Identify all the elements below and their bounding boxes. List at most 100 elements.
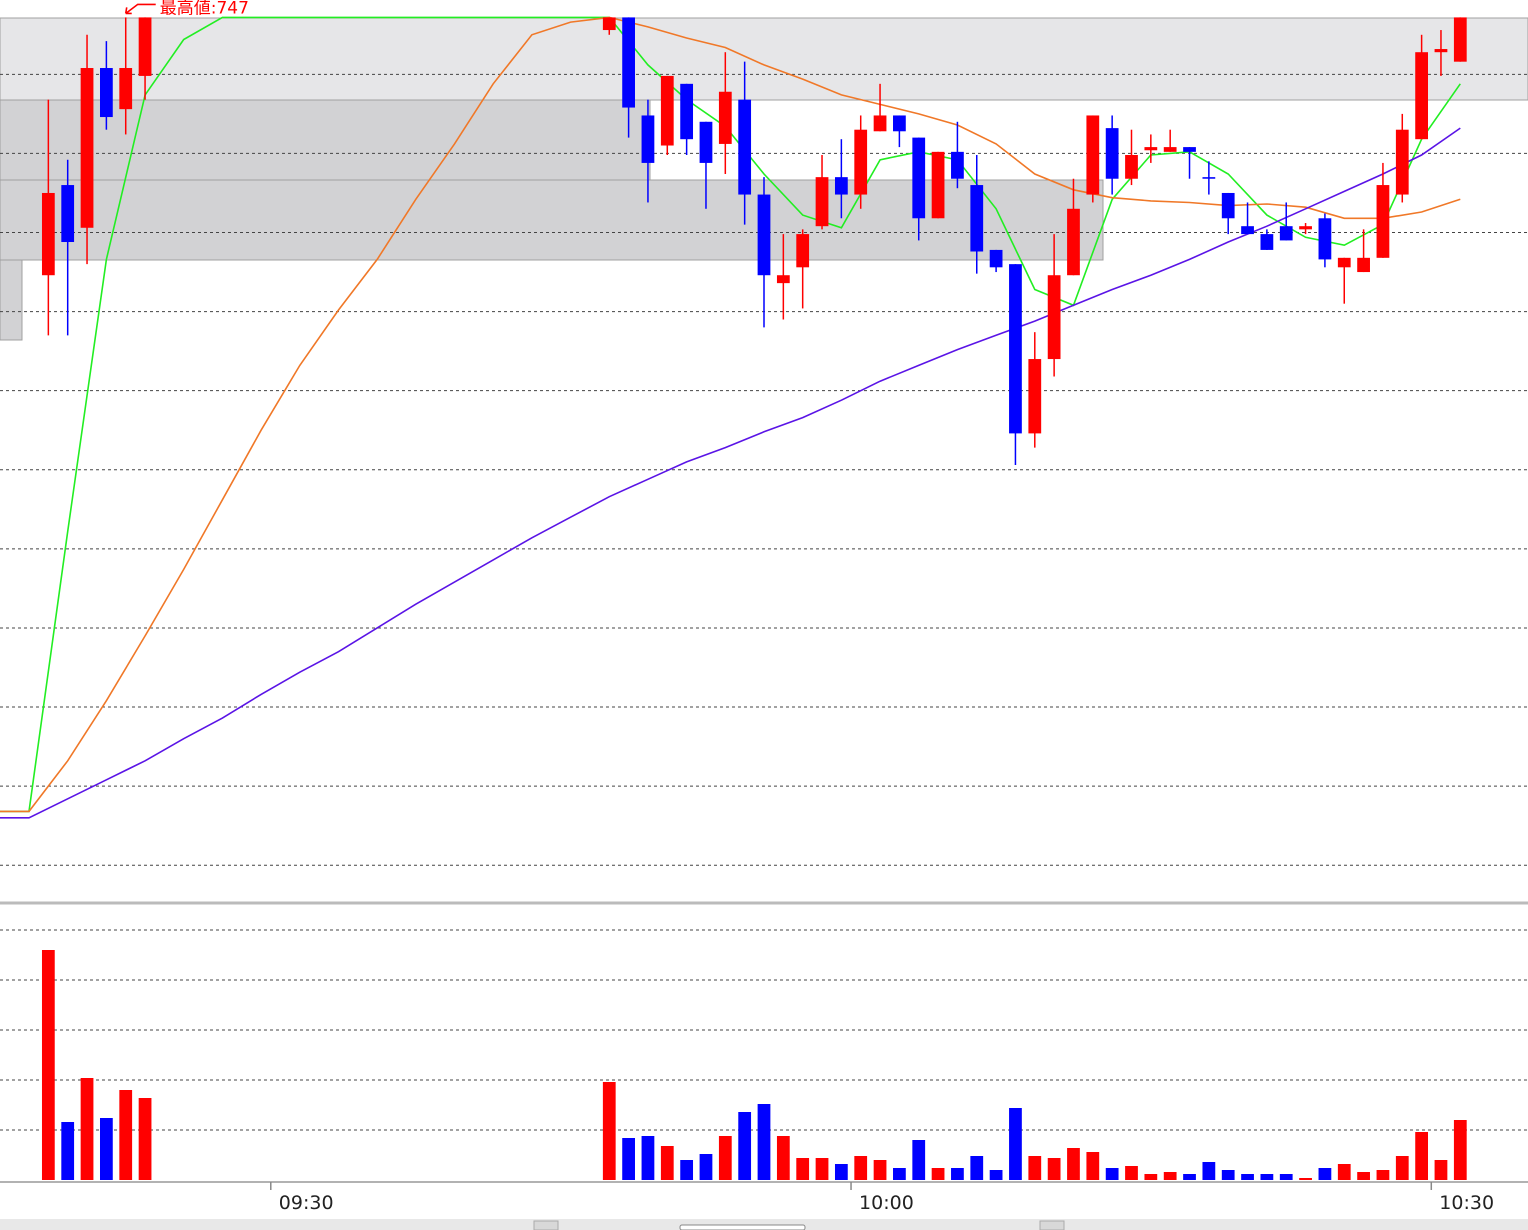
candle-body: [660, 75, 674, 146]
candle-body: [641, 115, 655, 163]
annotation: 最高値:747: [124, 0, 249, 18]
candle-body: [951, 151, 964, 179]
scroll-thumb[interactable]: [679, 1224, 806, 1230]
volume-bar: [989, 1170, 1003, 1180]
candle-body: [1279, 226, 1293, 241]
volume-bar: [757, 1104, 771, 1180]
candle-body: [1086, 115, 1100, 195]
candle-body: [1318, 218, 1332, 260]
band: [0, 17, 1528, 101]
candle-body: [1357, 257, 1370, 273]
candle-body: [622, 17, 635, 108]
candle-body: [699, 121, 713, 163]
candle-body: [1434, 49, 1448, 53]
volume-bar: [41, 950, 55, 1180]
candle-body: [796, 234, 810, 268]
volume-bar: [1183, 1174, 1196, 1180]
volume-bar: [1395, 1156, 1409, 1180]
scroll-button[interactable]: [1039, 1220, 1065, 1230]
volume-bar: [1067, 1148, 1080, 1180]
x-tick-label: 10:00: [859, 1192, 914, 1214]
volume-bar: [80, 1078, 94, 1180]
candle-body: [1067, 208, 1080, 276]
volume-bar: [1260, 1174, 1274, 1180]
candle-body: [1376, 185, 1390, 258]
candle-body: [119, 68, 133, 110]
volume-bar: [1163, 1172, 1177, 1180]
candle-body: [1260, 234, 1274, 250]
volume-bar: [718, 1136, 732, 1180]
candle-body: [41, 192, 55, 276]
candle-body: [718, 91, 732, 144]
volume-bar: [138, 1098, 152, 1180]
x-tick-label: 10:30: [1439, 1192, 1494, 1214]
candle-body: [1028, 359, 1042, 434]
volume-bar: [1415, 1132, 1429, 1180]
volume-bar: [1299, 1178, 1312, 1180]
volume-bar: [119, 1090, 133, 1180]
volume-bar: [1241, 1174, 1254, 1180]
volume-bar: [1009, 1108, 1022, 1180]
candle-body: [138, 17, 152, 76]
volume-bar: [1376, 1170, 1390, 1180]
candle-body: [931, 151, 945, 219]
candle-body: [80, 68, 94, 228]
volume-bar: [99, 1118, 113, 1180]
candle-body: [970, 185, 984, 252]
volume-bar: [61, 1122, 75, 1180]
volume-bar: [1279, 1174, 1293, 1180]
annotation-arrow: [124, 3, 156, 15]
x-tick-label: 09:30: [279, 1192, 334, 1214]
candle-body: [1453, 17, 1467, 62]
x-axis-labels: 09:30 10:00 10:30: [270, 1182, 1494, 1214]
candle-body: [757, 194, 771, 276]
candle-body: [1241, 226, 1254, 235]
volume-bar: [931, 1168, 945, 1180]
candle-body: [1202, 177, 1216, 179]
volume-bar: [1086, 1152, 1100, 1180]
scrollbar[interactable]: [0, 1219, 1528, 1230]
candle-body: [834, 177, 848, 195]
volume-bar: [1337, 1164, 1351, 1180]
volume-bar: [641, 1136, 655, 1180]
volume-bar: [834, 1164, 848, 1180]
candle-body: [1105, 128, 1119, 179]
candle-body: [1125, 155, 1138, 179]
volume-bar: [602, 1082, 616, 1180]
candle-body: [1415, 52, 1429, 140]
volume-bar: [1144, 1174, 1158, 1180]
volume-bar: [1028, 1156, 1042, 1180]
band: [0, 259, 23, 341]
candle-body: [1395, 129, 1409, 195]
volume-bar: [1453, 1120, 1467, 1180]
volume-bar: [970, 1156, 984, 1180]
candles: [41, 17, 1467, 466]
scroll-button[interactable]: [533, 1220, 559, 1230]
annotation-text: 最高値:747: [160, 0, 249, 18]
candle-body: [854, 129, 868, 195]
candle-body: [989, 249, 1003, 268]
candle-body: [602, 17, 616, 31]
candle-body: [1144, 147, 1158, 151]
candle-body: [1299, 226, 1312, 230]
candle-body: [1183, 147, 1196, 152]
candle-body: [1163, 147, 1177, 152]
volume-bar: [738, 1112, 752, 1180]
volume-bar: [912, 1140, 926, 1180]
candle-body: [738, 99, 752, 195]
moving-average: [0, 127, 1461, 819]
volume-bar: [893, 1168, 906, 1180]
volume-bar: [815, 1158, 829, 1180]
candle-body: [61, 185, 75, 243]
grid: [0, 73, 1528, 866]
candle-body: [1047, 275, 1061, 360]
volume-bar: [680, 1160, 694, 1180]
volume-bar: [1221, 1170, 1235, 1180]
volume-bar: [1125, 1166, 1138, 1180]
volume-bar: [854, 1156, 868, 1180]
volume-bar: [1357, 1172, 1370, 1180]
candle-body: [776, 275, 790, 284]
candle-body: [912, 137, 926, 219]
